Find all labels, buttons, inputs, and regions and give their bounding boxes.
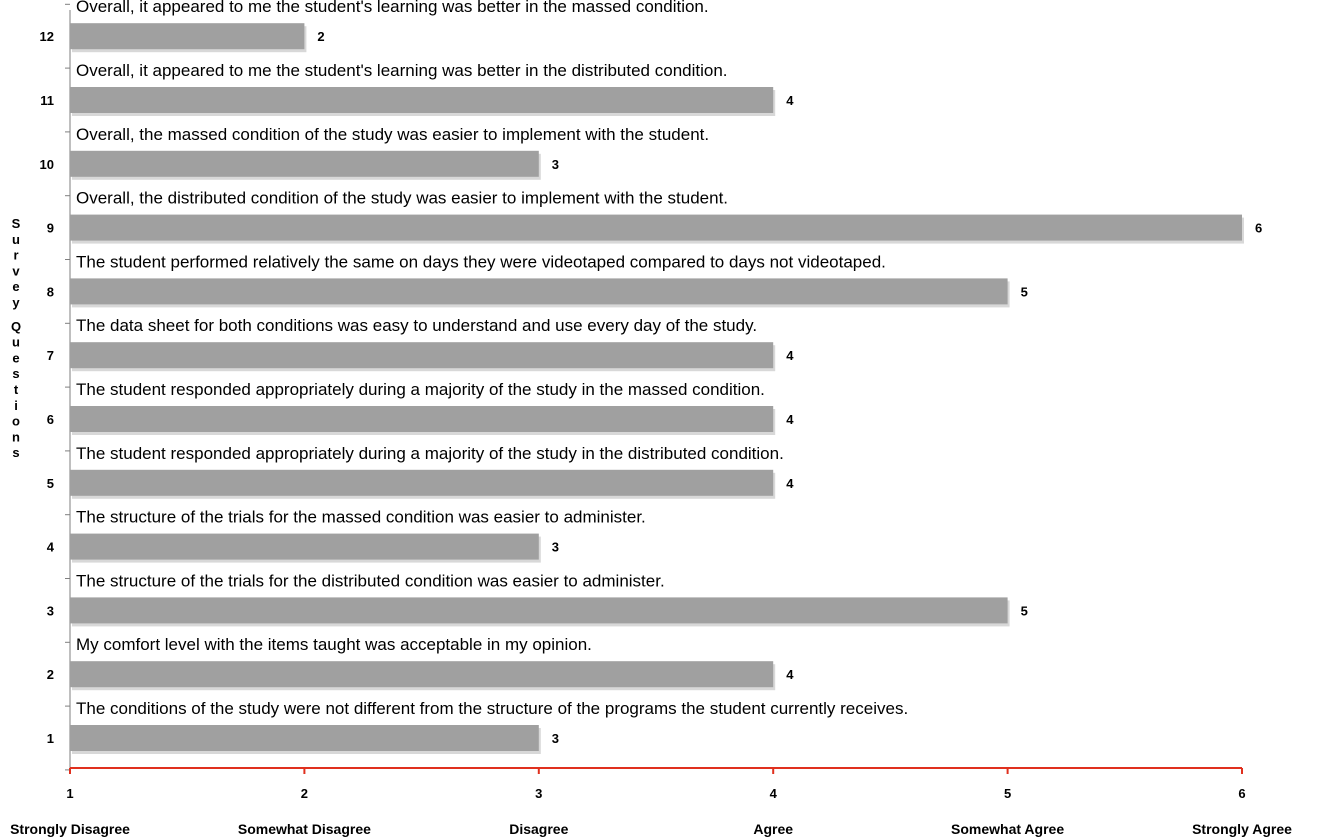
y-axis-title-letter: s — [12, 366, 19, 381]
question-text: Overall, it appeared to me the student's… — [76, 0, 709, 16]
bar — [70, 214, 1242, 241]
y-tick-label: 2 — [47, 667, 54, 682]
bar — [70, 342, 774, 369]
y-tick-label: 12 — [40, 29, 54, 44]
value-label: 2 — [317, 29, 324, 44]
y-axis-title-letter: u — [12, 232, 20, 247]
y-axis-title-letter: s — [12, 445, 19, 460]
y-tick-label: 5 — [47, 476, 54, 491]
question-text: My comfort level with the items taught w… — [76, 635, 592, 654]
x-category-label: Disagree — [509, 821, 568, 837]
question-text: The structure of the trials for the dist… — [76, 571, 665, 590]
bar — [70, 150, 539, 177]
question-text: The data sheet for both conditions was e… — [76, 316, 757, 335]
x-category-label: Agree — [753, 821, 793, 837]
question-labels: 1 The conditions of the study were not di… — [40, 0, 909, 746]
x-axis-labels: 1 Strongly Disagree 2 Somewhat Disagree 3 Dis… — [10, 786, 1292, 837]
x-tick-label: 3 — [535, 786, 542, 801]
y-tick-label: 8 — [47, 284, 54, 299]
x-tick-label: 6 — [1238, 786, 1245, 801]
question-text: The conditions of the study were not dif… — [76, 699, 908, 718]
x-category-label: Somewhat Disagree — [238, 821, 371, 837]
bar — [70, 469, 774, 496]
x-category-label: Strongly Disagree — [10, 821, 130, 837]
y-axis-title-letter: r — [13, 248, 18, 263]
value-label: 4 — [786, 412, 794, 427]
value-label: 4 — [786, 476, 794, 491]
y-tick-label: 7 — [47, 348, 54, 363]
y-axis-title-letter: Q — [11, 319, 21, 334]
y-axis-title-letter: v — [12, 263, 20, 278]
x-tick-label: 2 — [301, 786, 308, 801]
value-label: 4 — [786, 93, 794, 108]
value-label: 5 — [1021, 284, 1028, 299]
bar — [70, 661, 774, 688]
y-axis-title-letter: S — [12, 216, 21, 231]
y-tick-label: 4 — [47, 540, 55, 555]
question-text: The student responded appropriately duri… — [76, 444, 784, 463]
bar — [70, 87, 774, 113]
question-text: The student responded appropriately duri… — [76, 380, 765, 399]
bar — [70, 597, 1008, 624]
y-axis-title-letter: e — [12, 279, 19, 294]
bar — [70, 23, 305, 50]
value-label: 3 — [552, 731, 559, 746]
x-tick-label: 4 — [770, 786, 778, 801]
value-label: 5 — [1021, 603, 1028, 618]
y-axis-title-letter: y — [12, 295, 20, 310]
y-tick-label: 9 — [47, 221, 54, 236]
x-tick-label: 1 — [66, 786, 73, 801]
y-tick-label: 3 — [47, 603, 54, 618]
question-text: The structure of the trials for the mass… — [76, 508, 646, 527]
question-text: Overall, it appeared to me the student's… — [76, 61, 728, 80]
value-label: 3 — [552, 540, 559, 555]
value-label: 6 — [1255, 221, 1262, 236]
bar — [70, 278, 1008, 305]
y-axis-title-letter: e — [12, 350, 19, 365]
value-label: 4 — [786, 667, 794, 682]
question-text: Overall, the distributed condition of th… — [76, 189, 728, 208]
x-tick-label: 5 — [1004, 786, 1011, 801]
bars: 3 4 5 3 4 4 4 5 6 3 4 2 — [70, 23, 1262, 754]
y-tick-label: 10 — [40, 157, 54, 172]
x-category-label: Somewhat Agree — [951, 821, 1064, 837]
bar — [70, 406, 774, 432]
y-tick-label: 1 — [47, 731, 54, 746]
y-axis-title-letter: n — [12, 429, 20, 444]
question-text: Overall, the massed condition of the stu… — [76, 125, 709, 144]
question-text: The student performed relatively the sam… — [76, 252, 886, 271]
bar — [70, 725, 539, 751]
y-axis-title-letter: i — [14, 398, 18, 413]
y-axis-title-letter: t — [14, 382, 19, 397]
y-axis-title-letter: o — [12, 414, 20, 429]
y-axis-title-letter: u — [12, 335, 20, 350]
axes — [65, 3, 1243, 774]
bar — [70, 533, 539, 560]
y-tick-label: 6 — [47, 412, 54, 427]
value-label: 4 — [786, 348, 794, 363]
y-tick-label: 11 — [40, 93, 54, 108]
x-category-label: Strongly Agree — [1192, 821, 1292, 837]
value-label: 3 — [552, 157, 559, 172]
